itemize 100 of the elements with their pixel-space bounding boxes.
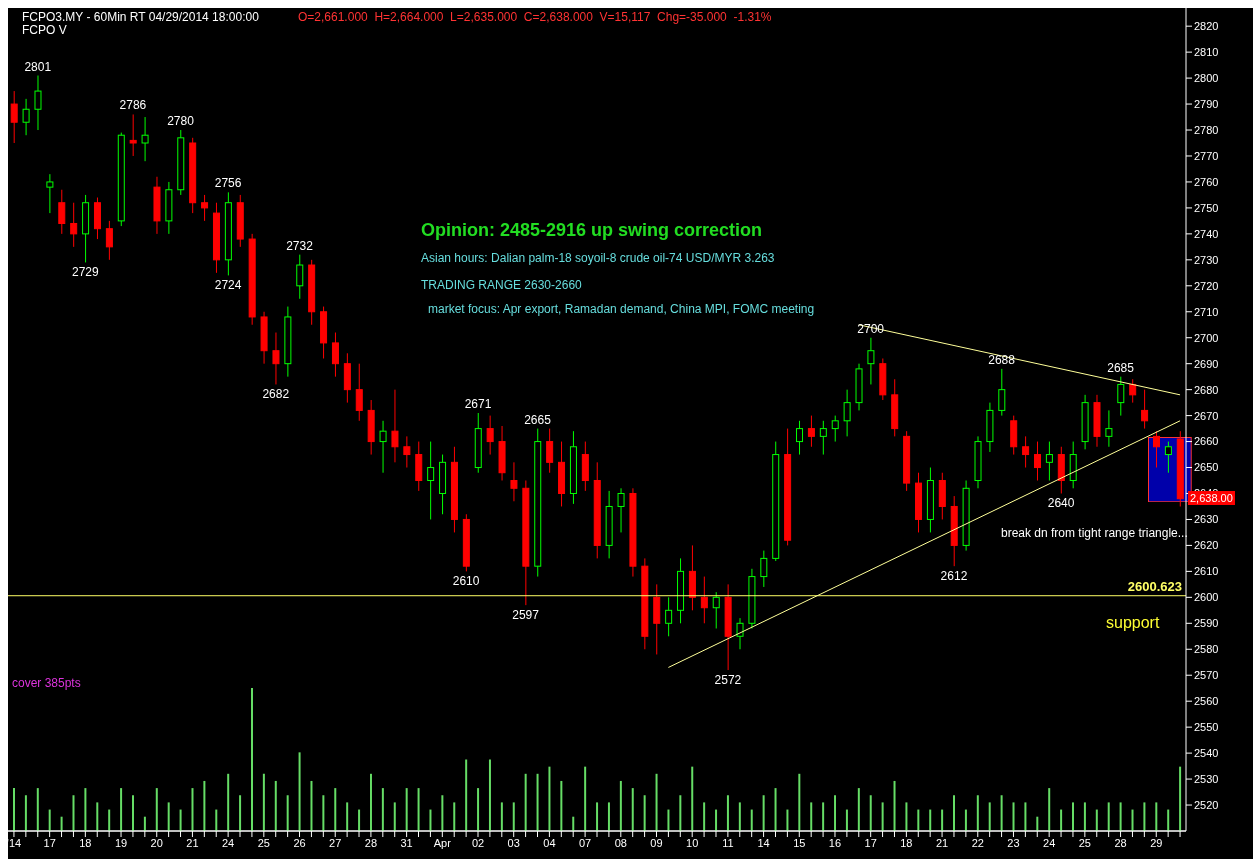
x-tick-label: '14 xyxy=(6,836,22,849)
x-tick-label: 28 xyxy=(1114,836,1127,849)
bar xyxy=(643,795,646,831)
bar xyxy=(1119,802,1122,831)
candlestick xyxy=(22,98,30,136)
bar xyxy=(857,788,860,831)
bar xyxy=(1083,802,1086,831)
annotation: 2780 xyxy=(167,114,195,129)
bar xyxy=(762,795,765,831)
annotation: 2610 xyxy=(452,573,480,588)
y-tick-label: 2790 xyxy=(1194,97,1219,110)
candlestick xyxy=(1164,441,1172,474)
y-tick-label: 2650 xyxy=(1194,461,1219,474)
candlestick xyxy=(379,420,387,474)
x-tick-label: 20 xyxy=(150,836,163,849)
bar xyxy=(1179,766,1182,831)
bar xyxy=(905,802,908,831)
bar xyxy=(84,788,87,831)
x-tick-label: 11 xyxy=(722,836,734,849)
bar xyxy=(1143,802,1146,831)
bar xyxy=(691,766,694,831)
candlestick xyxy=(867,337,875,385)
bar xyxy=(929,809,932,831)
candlestick xyxy=(665,596,673,637)
annotation: 2688 xyxy=(988,352,1016,367)
x-tick-label: 27 xyxy=(329,836,342,849)
candlestick xyxy=(403,435,411,469)
bar xyxy=(976,795,979,831)
x-tick-label: 21 xyxy=(935,836,949,849)
bar xyxy=(1072,802,1075,831)
y-tick-label: 2540 xyxy=(1194,747,1219,760)
bar xyxy=(96,802,99,831)
candlestick xyxy=(272,332,280,385)
candlestick xyxy=(141,116,149,162)
x-tick-label: 25 xyxy=(1078,836,1091,849)
bar xyxy=(322,795,325,831)
candlestick xyxy=(391,389,399,463)
y-tick-label: 2700 xyxy=(1194,331,1219,344)
candlestick xyxy=(201,194,209,222)
x-tick-label: 15 xyxy=(793,836,806,849)
bar xyxy=(548,766,551,831)
x-tick-label: 28 xyxy=(364,836,378,849)
bar xyxy=(346,802,349,831)
y-tick-label: 2740 xyxy=(1194,227,1219,240)
text: Opinion: 2485-2916 up swing correction xyxy=(421,220,763,241)
x-tick-label: 17 xyxy=(864,836,877,849)
bar xyxy=(369,773,372,831)
candlestick xyxy=(1045,441,1053,482)
bar xyxy=(584,766,587,831)
x-tick-label: 08 xyxy=(614,836,627,849)
candlestick xyxy=(1117,376,1125,417)
ref-line-label: 2600.623 xyxy=(1127,578,1182,594)
bar xyxy=(1024,802,1027,831)
bar xyxy=(917,809,920,831)
y-tick-label: 2690 xyxy=(1194,357,1219,370)
y-tick-label: 2760 xyxy=(1194,175,1219,188)
candlestick xyxy=(510,461,518,502)
x-tick-label: 22 xyxy=(971,836,984,849)
bar xyxy=(274,780,277,831)
bar xyxy=(619,780,622,831)
bar xyxy=(1060,809,1063,831)
candlestick xyxy=(331,332,339,378)
bar xyxy=(405,788,408,831)
bar xyxy=(703,802,706,831)
bar xyxy=(1095,809,1098,831)
y-tick-label: 2680 xyxy=(1194,383,1219,396)
y-tick-label: 2580 xyxy=(1194,643,1219,656)
bar xyxy=(893,780,896,831)
y-tick-label: 2520 xyxy=(1194,798,1219,811)
x-tick-label: 19 xyxy=(114,836,128,849)
bar xyxy=(239,795,242,831)
bar xyxy=(726,795,729,831)
bar xyxy=(286,795,289,831)
annotation: 2665 xyxy=(524,412,552,427)
bar xyxy=(1048,788,1051,831)
candlestick xyxy=(807,415,815,448)
x-tick-label: 18 xyxy=(900,836,913,849)
x-tick-label: 02 xyxy=(471,836,485,849)
candlestick xyxy=(998,368,1006,417)
y-tick-label: 2750 xyxy=(1194,201,1219,214)
bar xyxy=(631,788,634,831)
y-tick-label: 2600 xyxy=(1194,591,1219,604)
bar xyxy=(667,809,670,831)
y-tick-label: 2610 xyxy=(1194,565,1219,578)
candlestick xyxy=(843,389,851,437)
bar xyxy=(262,773,265,831)
annotation: 2786 xyxy=(119,98,147,113)
x-tick-label: 31 xyxy=(400,836,413,849)
bar xyxy=(786,809,789,831)
bar xyxy=(120,788,123,831)
bar xyxy=(465,759,468,831)
x-tick-label: 26 xyxy=(293,836,306,849)
annotation: cover 385pts xyxy=(12,676,81,690)
bar xyxy=(1036,816,1039,831)
annotation: 2572 xyxy=(714,672,742,687)
bar xyxy=(1131,809,1134,831)
annotation: break dn from tight range triangle... xyxy=(1001,526,1188,540)
candlestick xyxy=(760,550,768,588)
bar xyxy=(964,809,967,831)
candlestick xyxy=(355,363,363,422)
